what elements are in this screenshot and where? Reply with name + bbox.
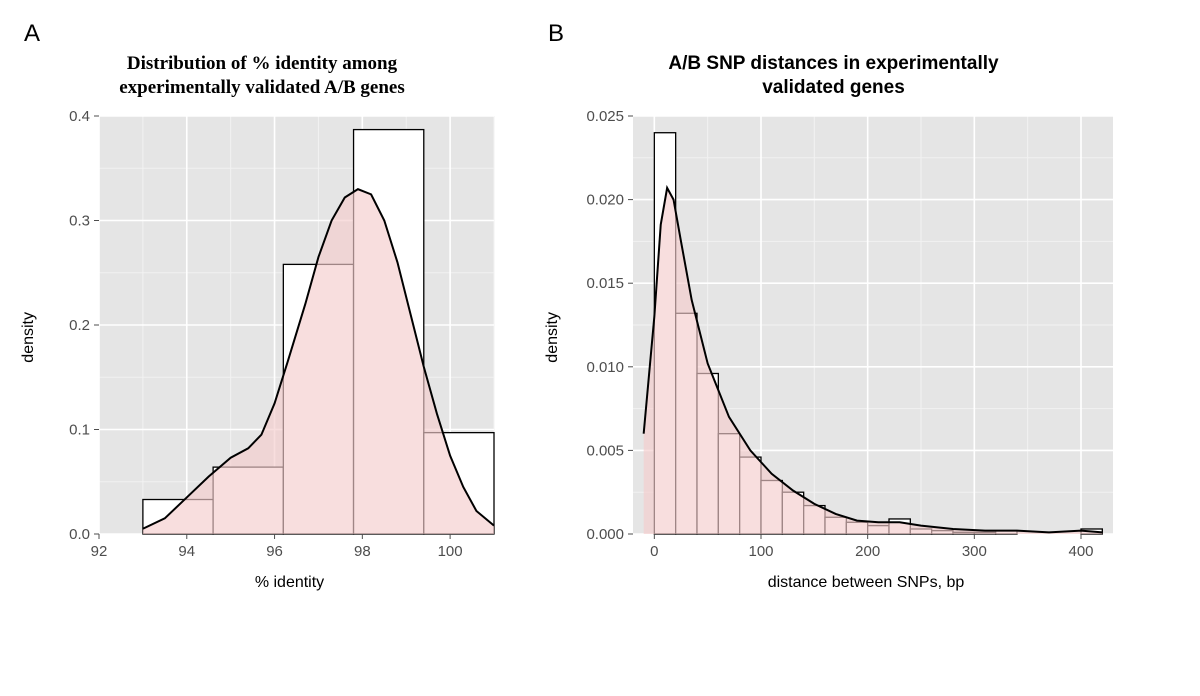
panel-a-title-l2a: experimentally bbox=[119, 77, 245, 98]
svg-text:94: 94 bbox=[178, 543, 195, 560]
panel-a-plot-wrap: density 92 94 96 98 100 0.0 0.1 0.2 0.3 0.4 bbox=[20, 108, 504, 568]
panel-a-ylabel: density bbox=[20, 312, 38, 363]
panel-b-title: A/B SNP distances in experimentally vali… bbox=[544, 52, 1123, 100]
panel-a-svg: 92 94 96 98 100 0.0 0.1 0.2 0.3 0.4 bbox=[44, 108, 504, 568]
svg-text:0.2: 0.2 bbox=[69, 317, 90, 334]
svg-text:0.0: 0.0 bbox=[69, 526, 90, 543]
svg-text:0.1: 0.1 bbox=[69, 421, 90, 438]
panel-b-xlabel: distance between SNPs, bp bbox=[609, 574, 1123, 592]
svg-text:0.005: 0.005 bbox=[586, 442, 624, 459]
panel-a-title-l2b: validated bbox=[245, 77, 320, 98]
svg-text:0.3: 0.3 bbox=[69, 212, 90, 229]
panel-a-title-l1: Distribution of % identity among bbox=[127, 53, 397, 74]
svg-text:0.015: 0.015 bbox=[586, 275, 624, 292]
panel-a: A Distribution of % identity among exper… bbox=[20, 20, 504, 592]
svg-text:100: 100 bbox=[438, 543, 463, 560]
svg-text:0.020: 0.020 bbox=[586, 191, 624, 208]
figure-row: A Distribution of % identity among exper… bbox=[20, 20, 1180, 592]
svg-text:0.000: 0.000 bbox=[586, 526, 624, 543]
panel-b-plot-wrap: density 0 100 200 300 400 0.000 0.005 0.010 0.01… bbox=[544, 108, 1123, 568]
panel-a-title-l2c: A/B genes bbox=[320, 77, 404, 98]
panel-b-ylabel: density bbox=[544, 312, 562, 363]
panel-a-letter: A bbox=[24, 20, 504, 48]
panel-b-title-l1: A/B SNP distances in experimentally bbox=[668, 53, 998, 74]
svg-text:98: 98 bbox=[354, 543, 371, 560]
panel-b-title-l2: validated genes bbox=[762, 77, 905, 98]
svg-text:100: 100 bbox=[748, 543, 773, 560]
panel-a-title: Distribution of % identity among experim… bbox=[20, 52, 504, 100]
panel-b: B A/B SNP distances in experimentally va… bbox=[544, 20, 1123, 592]
svg-text:96: 96 bbox=[266, 543, 283, 560]
svg-text:0: 0 bbox=[650, 543, 658, 560]
svg-text:92: 92 bbox=[91, 543, 108, 560]
svg-text:400: 400 bbox=[1068, 543, 1093, 560]
svg-text:200: 200 bbox=[855, 543, 880, 560]
svg-text:0.4: 0.4 bbox=[69, 108, 90, 125]
panel-a-xlabel: % identity bbox=[75, 574, 504, 592]
panel-b-letter: B bbox=[548, 20, 1123, 48]
svg-text:0.010: 0.010 bbox=[586, 358, 624, 375]
svg-text:300: 300 bbox=[962, 543, 987, 560]
svg-text:0.025: 0.025 bbox=[586, 108, 624, 125]
panel-b-svg: 0 100 200 300 400 0.000 0.005 0.010 0.015 0.020 0.… bbox=[568, 108, 1123, 568]
